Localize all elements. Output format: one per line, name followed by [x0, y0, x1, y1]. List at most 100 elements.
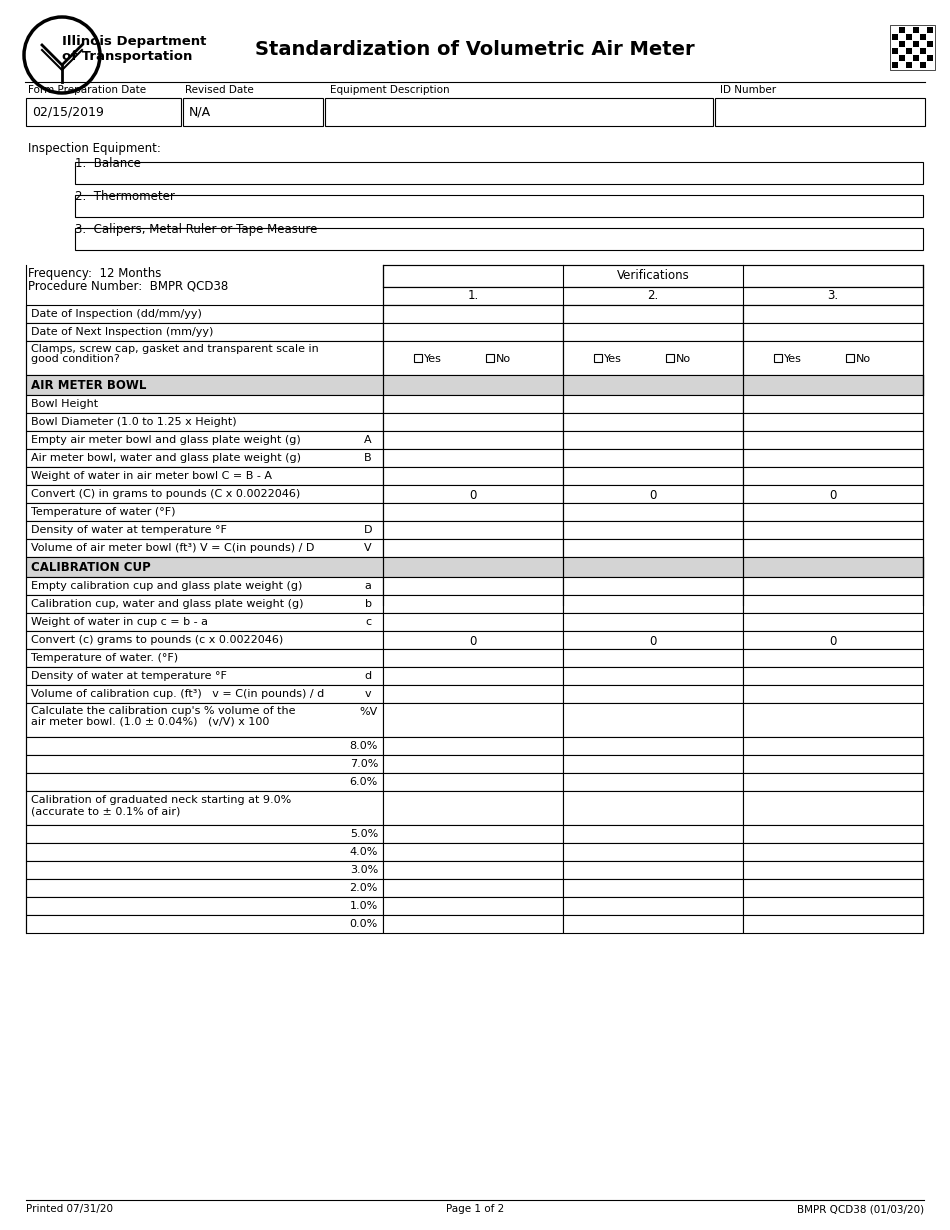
Text: Inspection Equipment:: Inspection Equipment: [28, 141, 161, 155]
Bar [743, 772, 923, 791]
Bar [563, 341, 743, 375]
Bar [743, 413, 923, 430]
Text: 0: 0 [649, 635, 656, 648]
Text: V: V [364, 542, 371, 554]
Text: 0.0%: 0.0% [350, 919, 378, 929]
Bar [26, 557, 923, 577]
Bar [26, 375, 923, 395]
Bar [927, 55, 933, 62]
Bar [563, 755, 743, 772]
Bar [563, 467, 743, 485]
Bar [890, 25, 935, 70]
Bar [906, 34, 912, 41]
Bar [383, 264, 923, 287]
Text: Bowl Diameter (1.0 to 1.25 x Height): Bowl Diameter (1.0 to 1.25 x Height) [31, 417, 237, 427]
Text: Yes: Yes [604, 354, 622, 364]
Bar [743, 539, 923, 557]
Text: No: No [856, 354, 871, 364]
Bar [26, 649, 383, 667]
Text: Weight of water in cup c = b - a: Weight of water in cup c = b - a [31, 617, 208, 627]
Bar [846, 354, 854, 362]
Bar [563, 879, 743, 897]
Text: Convert (c) grams to pounds (c x 0.0022046): Convert (c) grams to pounds (c x 0.00220… [31, 635, 283, 645]
Bar [383, 595, 563, 613]
Bar [383, 503, 563, 522]
Bar [743, 577, 923, 595]
Text: Yes: Yes [784, 354, 802, 364]
Bar [594, 354, 602, 362]
Text: 1.0%: 1.0% [350, 902, 378, 911]
Text: Air meter bowl, water and glass plate weight (g): Air meter bowl, water and glass plate we… [31, 453, 301, 462]
Bar [26, 413, 383, 430]
Bar [906, 48, 912, 54]
Bar [927, 41, 933, 47]
Text: good condition?: good condition? [31, 354, 120, 364]
Bar [563, 843, 743, 861]
Bar [563, 395, 743, 413]
Bar [26, 897, 383, 915]
Bar [383, 577, 563, 595]
Bar [743, 503, 923, 522]
Text: 2.  Thermometer: 2. Thermometer [75, 189, 175, 203]
Bar [383, 667, 563, 685]
Text: Page 1 of 2: Page 1 of 2 [446, 1204, 504, 1214]
Text: b: b [365, 599, 371, 609]
Text: d: d [365, 672, 371, 681]
Text: Weight of water in air meter bowl C = B - A: Weight of water in air meter bowl C = B … [31, 471, 272, 481]
Text: 3.  Calipers, Metal Ruler or Tape Measure: 3. Calipers, Metal Ruler or Tape Measure [75, 223, 317, 236]
Bar [913, 41, 919, 47]
Bar [383, 341, 563, 375]
Bar [26, 825, 383, 843]
Bar [26, 449, 383, 467]
Text: 0: 0 [829, 635, 837, 648]
Bar [743, 613, 923, 631]
Bar [906, 62, 912, 68]
Bar [743, 595, 923, 613]
Text: ID Number: ID Number [720, 85, 776, 95]
Text: 7.0%: 7.0% [350, 759, 378, 769]
Text: v: v [365, 689, 371, 699]
Bar [563, 323, 743, 341]
Bar [899, 41, 905, 47]
Bar [26, 430, 383, 449]
Text: 2.: 2. [647, 289, 658, 303]
Bar [563, 825, 743, 843]
Text: Equipment Description: Equipment Description [330, 85, 449, 95]
Bar [26, 577, 383, 595]
Text: 1.: 1. [467, 289, 479, 303]
Bar [913, 55, 919, 62]
Bar [927, 27, 933, 33]
Bar [26, 685, 383, 704]
Bar [75, 162, 923, 184]
Text: 0: 0 [829, 490, 837, 502]
Text: 3.: 3. [827, 289, 839, 303]
Text: Volume of calibration cup. (ft³)   v = C(in pounds) / d: Volume of calibration cup. (ft³) v = C(i… [31, 689, 324, 699]
Bar [26, 485, 383, 503]
Text: N/A: N/A [189, 105, 211, 118]
Bar [743, 522, 923, 539]
Text: c: c [365, 617, 371, 627]
Text: 4.0%: 4.0% [350, 847, 378, 857]
Bar [563, 577, 743, 595]
Bar [563, 449, 743, 467]
Bar [383, 413, 563, 430]
Bar [26, 613, 383, 631]
Bar [26, 539, 383, 557]
Bar [563, 613, 743, 631]
Bar [743, 430, 923, 449]
Bar [563, 737, 743, 755]
Bar [899, 27, 905, 33]
Text: 0: 0 [649, 490, 656, 502]
Bar [563, 539, 743, 557]
Bar [892, 34, 898, 41]
Text: Date of Next Inspection (mm/yy): Date of Next Inspection (mm/yy) [31, 327, 214, 337]
Text: Calibration of graduated neck starting at 9.0%
(accurate to ± 0.1% of air): Calibration of graduated neck starting a… [31, 795, 292, 817]
Bar [666, 354, 674, 362]
Bar [743, 843, 923, 861]
Bar [743, 395, 923, 413]
Bar [26, 503, 383, 522]
Bar [414, 354, 422, 362]
Bar [563, 485, 743, 503]
Text: Temperature of water. (°F): Temperature of water. (°F) [31, 653, 179, 663]
Text: AIR METER BOWL: AIR METER BOWL [31, 379, 146, 392]
